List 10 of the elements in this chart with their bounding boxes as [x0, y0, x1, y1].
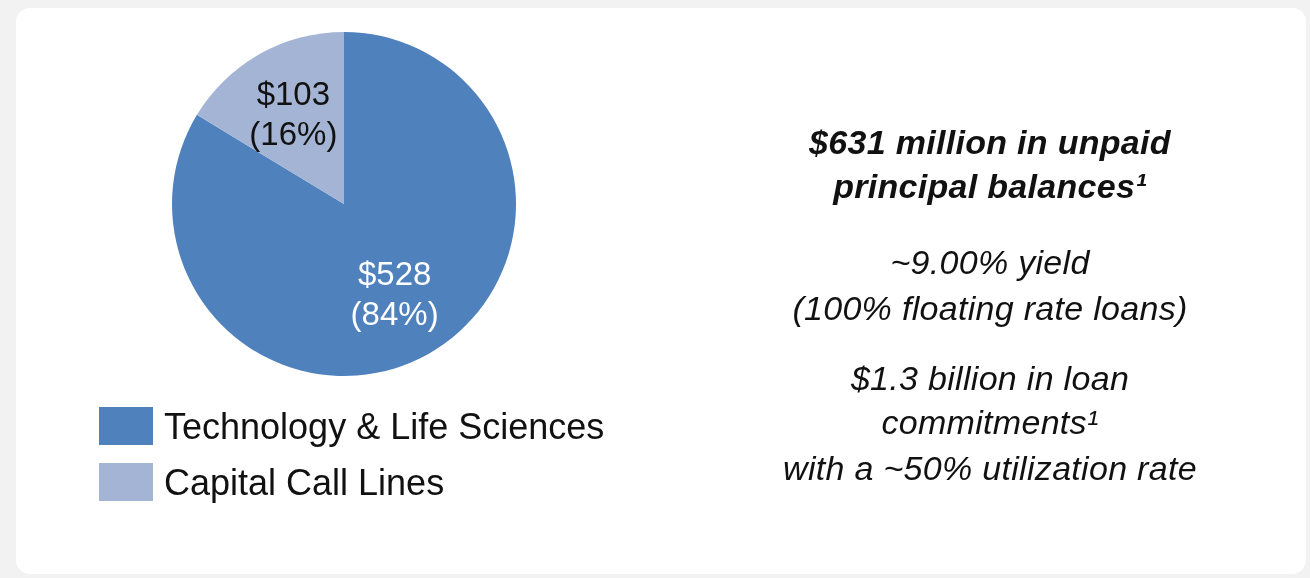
- text: $631 million in unpaid principal balances¹: [808, 122, 1172, 207]
- legend-label: Technology & Life Sciences: [164, 406, 605, 447]
- data-label: $528 (84%): [350, 254, 439, 332]
- data-label: $103 (16%): [249, 75, 338, 153]
- legend-label: Capital Call Lines: [164, 462, 445, 503]
- text: (100% floating rate loans): [791, 288, 1189, 329]
- pie-slice: [172, 32, 516, 376]
- text: ~9.00% yield: [889, 242, 1092, 283]
- text: $1.3 billion in loan commitments¹: [849, 358, 1131, 443]
- text: with a ~50% utilization rate: [782, 448, 1198, 489]
